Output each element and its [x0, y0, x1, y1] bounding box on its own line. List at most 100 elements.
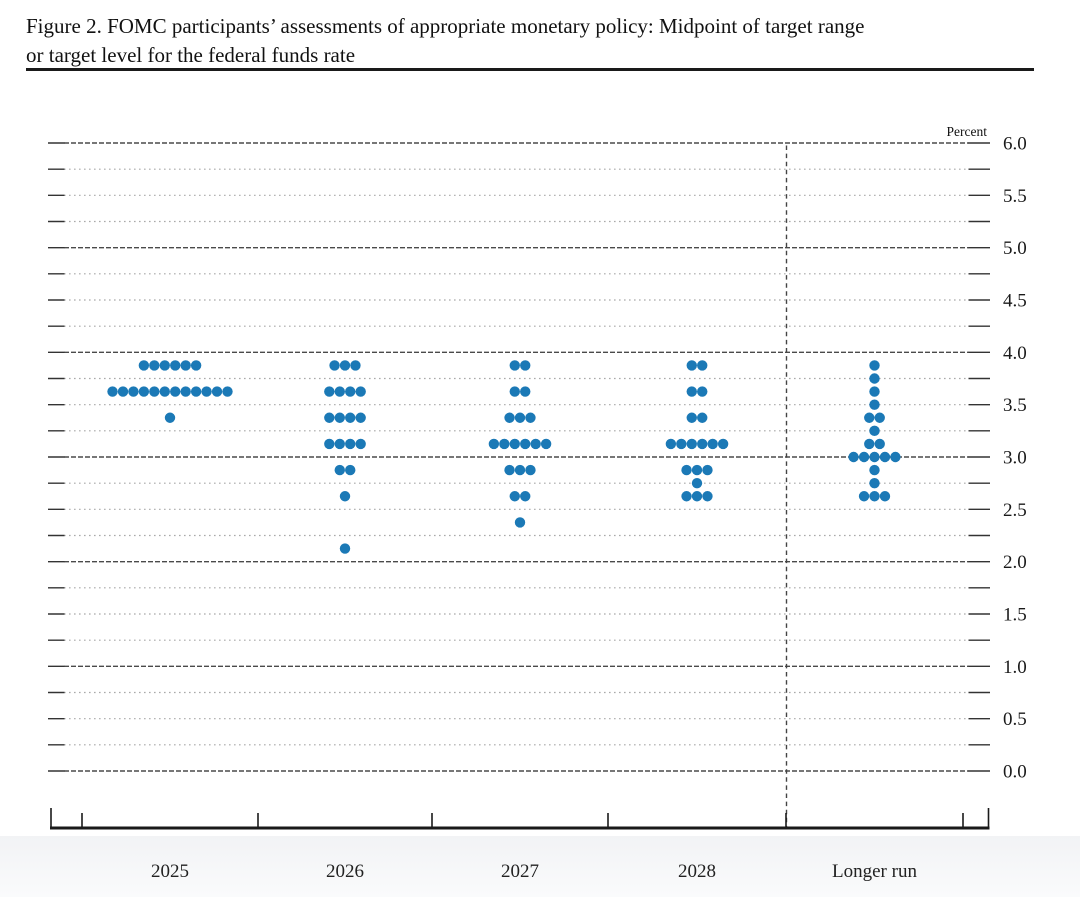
participant-dot: [848, 451, 859, 463]
participant-dot: [525, 464, 536, 476]
participant-dot: [509, 438, 520, 450]
participant-dot: [509, 491, 520, 502]
participant-dot: [686, 412, 697, 423]
participant-dot: [180, 360, 191, 371]
y-axis-label: 0.5: [1003, 709, 1027, 730]
bottom-margin-band: [0, 836, 1080, 897]
participant-dot: [339, 360, 351, 371]
participant-dot: [525, 412, 536, 423]
participant-dot: [869, 425, 880, 437]
participant-dot: [681, 491, 692, 502]
participant-dot: [697, 412, 708, 423]
participant-dot: [334, 464, 345, 476]
y-axis-label: 2.5: [1003, 500, 1027, 521]
participant-dot: [117, 386, 129, 397]
participant-dot: [345, 412, 356, 423]
participant-dot: [691, 464, 703, 476]
participant-dot: [345, 438, 356, 450]
participant-dot: [159, 360, 170, 371]
participant-dot: [324, 438, 335, 450]
participant-dot: [149, 386, 160, 397]
participant-dot: [324, 386, 335, 397]
participant-dot: [211, 386, 223, 397]
y-axis-label: 5.5: [1003, 186, 1027, 207]
participant-dot: [520, 438, 531, 450]
participant-dot: [697, 386, 708, 397]
x-axis-label: 2025: [151, 861, 189, 882]
participant-dot: [864, 412, 875, 423]
y-axis-label: 6.0: [1003, 133, 1027, 154]
participant-dot: [324, 412, 335, 423]
participant-dot: [170, 360, 181, 371]
participant-dot: [869, 386, 880, 397]
participant-dot: [201, 386, 212, 397]
participant-dot: [504, 464, 515, 476]
participant-dot: [339, 491, 351, 502]
participant-dot: [874, 412, 885, 423]
participant-dot: [520, 491, 531, 502]
y-axis-label: 4.5: [1003, 290, 1027, 311]
participant-dot: [514, 412, 526, 423]
participant-dot: [869, 399, 880, 410]
participant-dot: [676, 438, 687, 450]
participant-dot: [159, 386, 170, 397]
participant-dot: [138, 360, 150, 371]
participant-dot: [869, 373, 880, 384]
participant-dot: [697, 360, 708, 371]
participant-dot: [691, 477, 703, 489]
participant-dot: [707, 438, 718, 450]
participant-dot: [540, 438, 552, 450]
figure-title-line1: Figure 2. FOMC participants’ assessments…: [26, 14, 865, 38]
participant-dot: [717, 438, 729, 450]
participant-dot: [879, 451, 891, 463]
participant-dot: [509, 386, 520, 397]
participant-dot: [509, 360, 520, 371]
participant-dot: [864, 438, 875, 450]
participant-dot: [190, 386, 202, 397]
participant-dot: [858, 491, 870, 502]
participant-dot: [702, 491, 713, 502]
participant-dot: [190, 360, 202, 371]
participant-dot: [691, 491, 703, 502]
participant-dot: [345, 386, 356, 397]
participant-dot: [874, 438, 885, 450]
participant-dot: [504, 412, 515, 423]
x-axis-label: 2027: [501, 861, 539, 882]
participant-dot: [686, 360, 697, 371]
participant-dot: [334, 438, 345, 450]
y-axis-label: 3.5: [1003, 395, 1027, 416]
participant-dot: [514, 517, 526, 528]
participant-dot: [530, 438, 541, 450]
participant-dot: [697, 438, 708, 450]
participant-dot: [345, 464, 356, 476]
participant-dot: [681, 464, 692, 476]
y-axis-label: 1.0: [1003, 657, 1027, 678]
participant-dot: [869, 360, 880, 371]
participant-dot: [329, 360, 340, 371]
participant-dot: [520, 386, 531, 397]
participant-dot: [520, 360, 531, 371]
participant-dot: [890, 451, 901, 463]
figure-title: Figure 2. FOMC participants’ assessments…: [26, 12, 1036, 70]
participant-dot: [180, 386, 191, 397]
participant-dot: [222, 386, 233, 397]
participant-dot: [128, 386, 139, 397]
y-axis-unit-label: Percent: [947, 124, 988, 139]
participant-dot: [107, 386, 118, 397]
participant-dot: [869, 477, 880, 489]
participant-dot: [879, 491, 891, 502]
y-axis-label: 4.0: [1003, 343, 1027, 364]
title-divider-rule: [26, 68, 1034, 71]
y-axis-label: 5.0: [1003, 238, 1027, 259]
participant-dot: [138, 386, 150, 397]
participant-dot: [858, 451, 870, 463]
participant-dot: [869, 464, 880, 476]
participant-dot: [355, 438, 366, 450]
x-axis-label: Longer run: [832, 861, 917, 882]
y-axis-label: 2.0: [1003, 552, 1027, 573]
participant-dot: [686, 438, 697, 450]
participant-dot: [355, 412, 366, 423]
participant-dot: [514, 464, 526, 476]
